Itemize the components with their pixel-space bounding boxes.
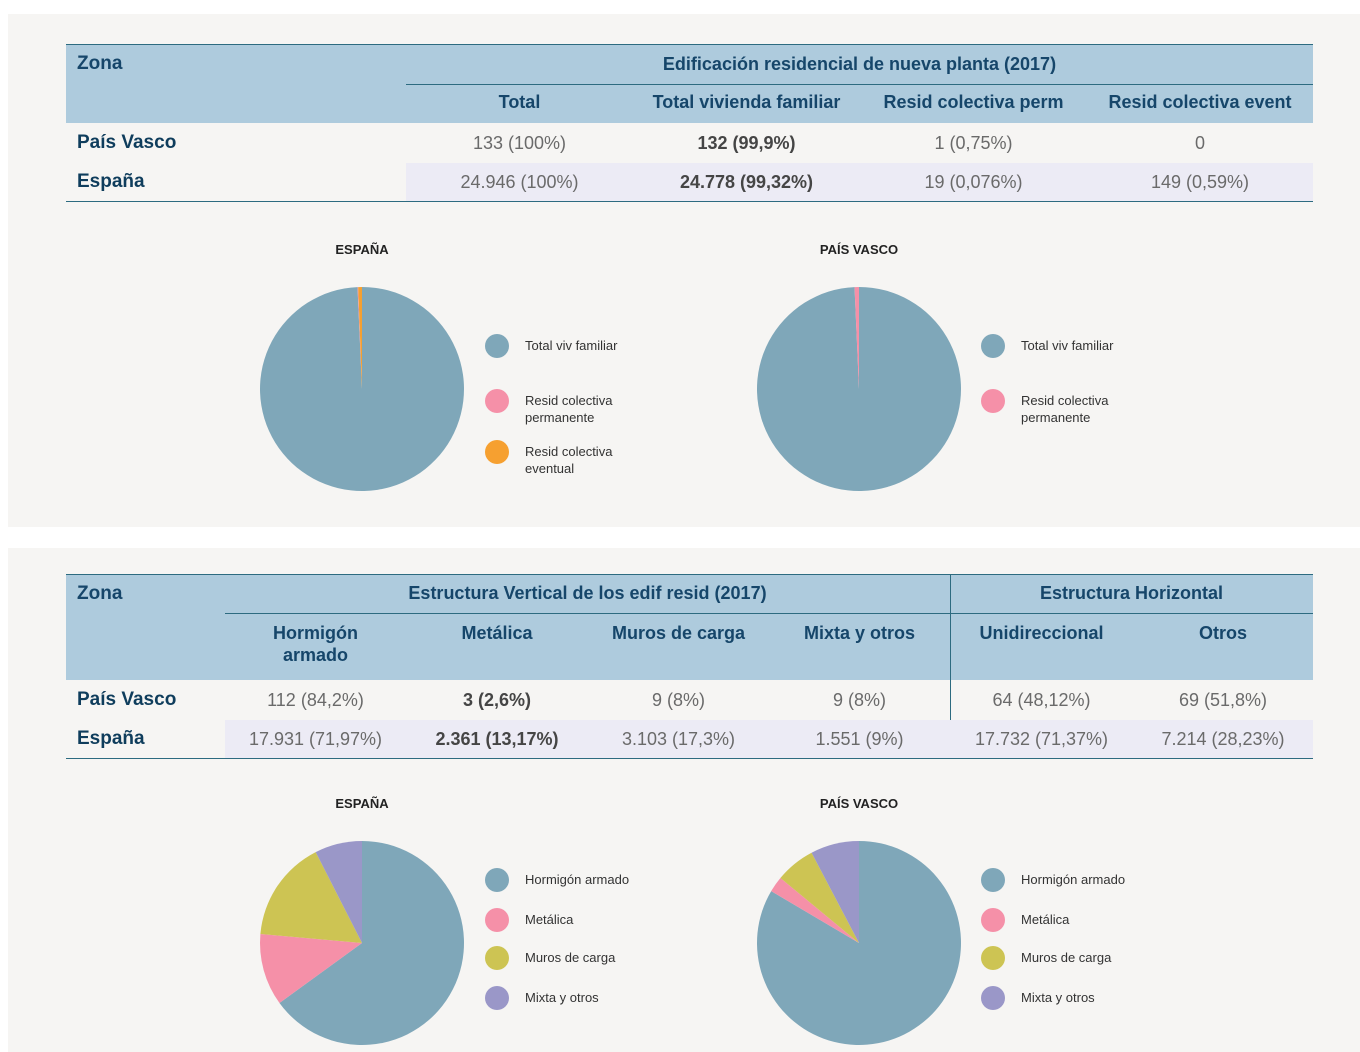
pie-slice xyxy=(260,934,362,1003)
cell: 132 (99,9%) xyxy=(697,132,796,153)
zona-header: Zona xyxy=(77,53,123,74)
column-header: Metálica xyxy=(461,623,533,643)
legend-swatch xyxy=(981,868,1005,892)
column-header: Otros xyxy=(1198,623,1247,643)
pie-title: ESPAÑA xyxy=(335,241,389,257)
row-label: País Vasco xyxy=(77,689,177,710)
cell: 3 (2,6%) xyxy=(462,689,532,710)
table-header-bg xyxy=(66,44,1313,123)
legend-label: Mixta y otros xyxy=(525,990,599,1005)
column-header: Mixta y otros xyxy=(803,623,916,643)
legend-swatch xyxy=(485,389,509,413)
row-label: España xyxy=(77,171,145,192)
row-label: País Vasco xyxy=(77,132,177,153)
cell: 64 (48,12%) xyxy=(992,689,1091,710)
pie-title: PAÍS VASCO xyxy=(819,795,899,811)
legend-swatch xyxy=(485,986,509,1010)
column-header: Unidireccional xyxy=(979,623,1104,643)
column-header: Muros de carga xyxy=(611,623,746,643)
pie-slice xyxy=(358,287,362,389)
legend-label: Resid colectiva eventual xyxy=(525,444,613,476)
cell: 17.732 (71,37%) xyxy=(974,728,1109,749)
legend-swatch xyxy=(981,334,1005,358)
column-header: Resid colectiva event xyxy=(1108,92,1292,112)
rule xyxy=(66,574,1313,575)
legend-swatch xyxy=(981,389,1005,413)
row-bg xyxy=(406,163,1313,201)
rule xyxy=(66,201,1313,202)
legend-label: Total viv familiar xyxy=(525,338,618,353)
column-header: Resid colectiva perm xyxy=(883,92,1064,112)
cell: 24.946 (100%) xyxy=(460,171,579,192)
column-header: Hormigón armado xyxy=(273,623,358,665)
pie-slice xyxy=(780,852,859,943)
legend-label: Metálica xyxy=(525,912,574,927)
cell: 2.361 (13,17%) xyxy=(435,728,559,749)
pie-slice xyxy=(854,287,859,389)
pie-slice xyxy=(259,287,464,491)
rule xyxy=(406,84,1313,85)
pie-title: PAÍS VASCO xyxy=(819,241,899,257)
legend-swatch xyxy=(485,946,509,970)
legend-swatch xyxy=(485,334,509,358)
cell: 1 (0,75%) xyxy=(934,132,1013,153)
legend-label: Mixta y otros xyxy=(1021,990,1095,1005)
table-header-bg xyxy=(66,574,1313,680)
cell: 149 (0,59%) xyxy=(1150,171,1250,192)
legend-label: Metálica xyxy=(1021,912,1070,927)
cell: 3.103 (17,3%) xyxy=(621,728,736,749)
cell: 9 (8%) xyxy=(651,689,705,710)
pie-slice xyxy=(811,841,859,943)
legend-label: Total viv familiar xyxy=(1021,338,1114,353)
zona-header: Zona xyxy=(77,582,123,604)
cell: 112 (84,2%) xyxy=(267,689,364,710)
column-header: Total vivienda familiar xyxy=(652,92,841,112)
cell: 24.778 (99,32%) xyxy=(679,171,814,192)
pie-slice xyxy=(771,877,859,943)
legend-swatch xyxy=(485,440,509,464)
pie-slice xyxy=(260,852,362,943)
cell: 69 (51,8%) xyxy=(1178,689,1268,710)
legend-label: Resid colectiva permanente xyxy=(1021,393,1109,425)
legend-swatch xyxy=(485,868,509,892)
cell: 17.931 (71,97%) xyxy=(248,728,383,749)
legend-swatch xyxy=(485,908,509,932)
legend-label: Hormigón armado xyxy=(1021,872,1126,887)
row-label: España xyxy=(77,728,145,749)
cell: 1.551 (9%) xyxy=(815,728,904,749)
pie-slice xyxy=(279,841,464,1045)
legend-label: Resid colectiva permanente xyxy=(525,393,613,425)
pie-slice xyxy=(756,841,961,1046)
legend-label: Muros de carga xyxy=(1021,950,1112,965)
rule xyxy=(950,574,951,758)
cell: 0 xyxy=(1194,132,1205,153)
legend-swatch xyxy=(981,908,1005,932)
cell: 7.214 (28,23%) xyxy=(1161,728,1285,749)
column-header: Total xyxy=(498,92,541,112)
group-header: Edificación residencial de nueva planta … xyxy=(662,53,1057,74)
group-header: Estructura Vertical de los edif resid (2… xyxy=(408,583,767,603)
pie-slice xyxy=(357,287,362,389)
legend-label: Muros de carga xyxy=(525,950,616,965)
rule xyxy=(66,758,1313,759)
legend-swatch xyxy=(981,986,1005,1010)
pie-title: ESPAÑA xyxy=(335,795,389,811)
cell: 133 (100%) xyxy=(472,132,567,153)
pie-slice xyxy=(315,841,362,943)
rule xyxy=(225,613,1313,614)
group-header: Estructura Horizontal xyxy=(1039,583,1224,603)
pie-slice xyxy=(756,287,961,491)
row-bg xyxy=(225,720,1313,758)
legend-swatch xyxy=(981,946,1005,970)
cell: 19 (0,076%) xyxy=(924,171,1023,192)
rule xyxy=(66,44,1313,45)
cell: 9 (8%) xyxy=(832,689,886,710)
legend-label: Hormigón armado xyxy=(525,872,630,887)
